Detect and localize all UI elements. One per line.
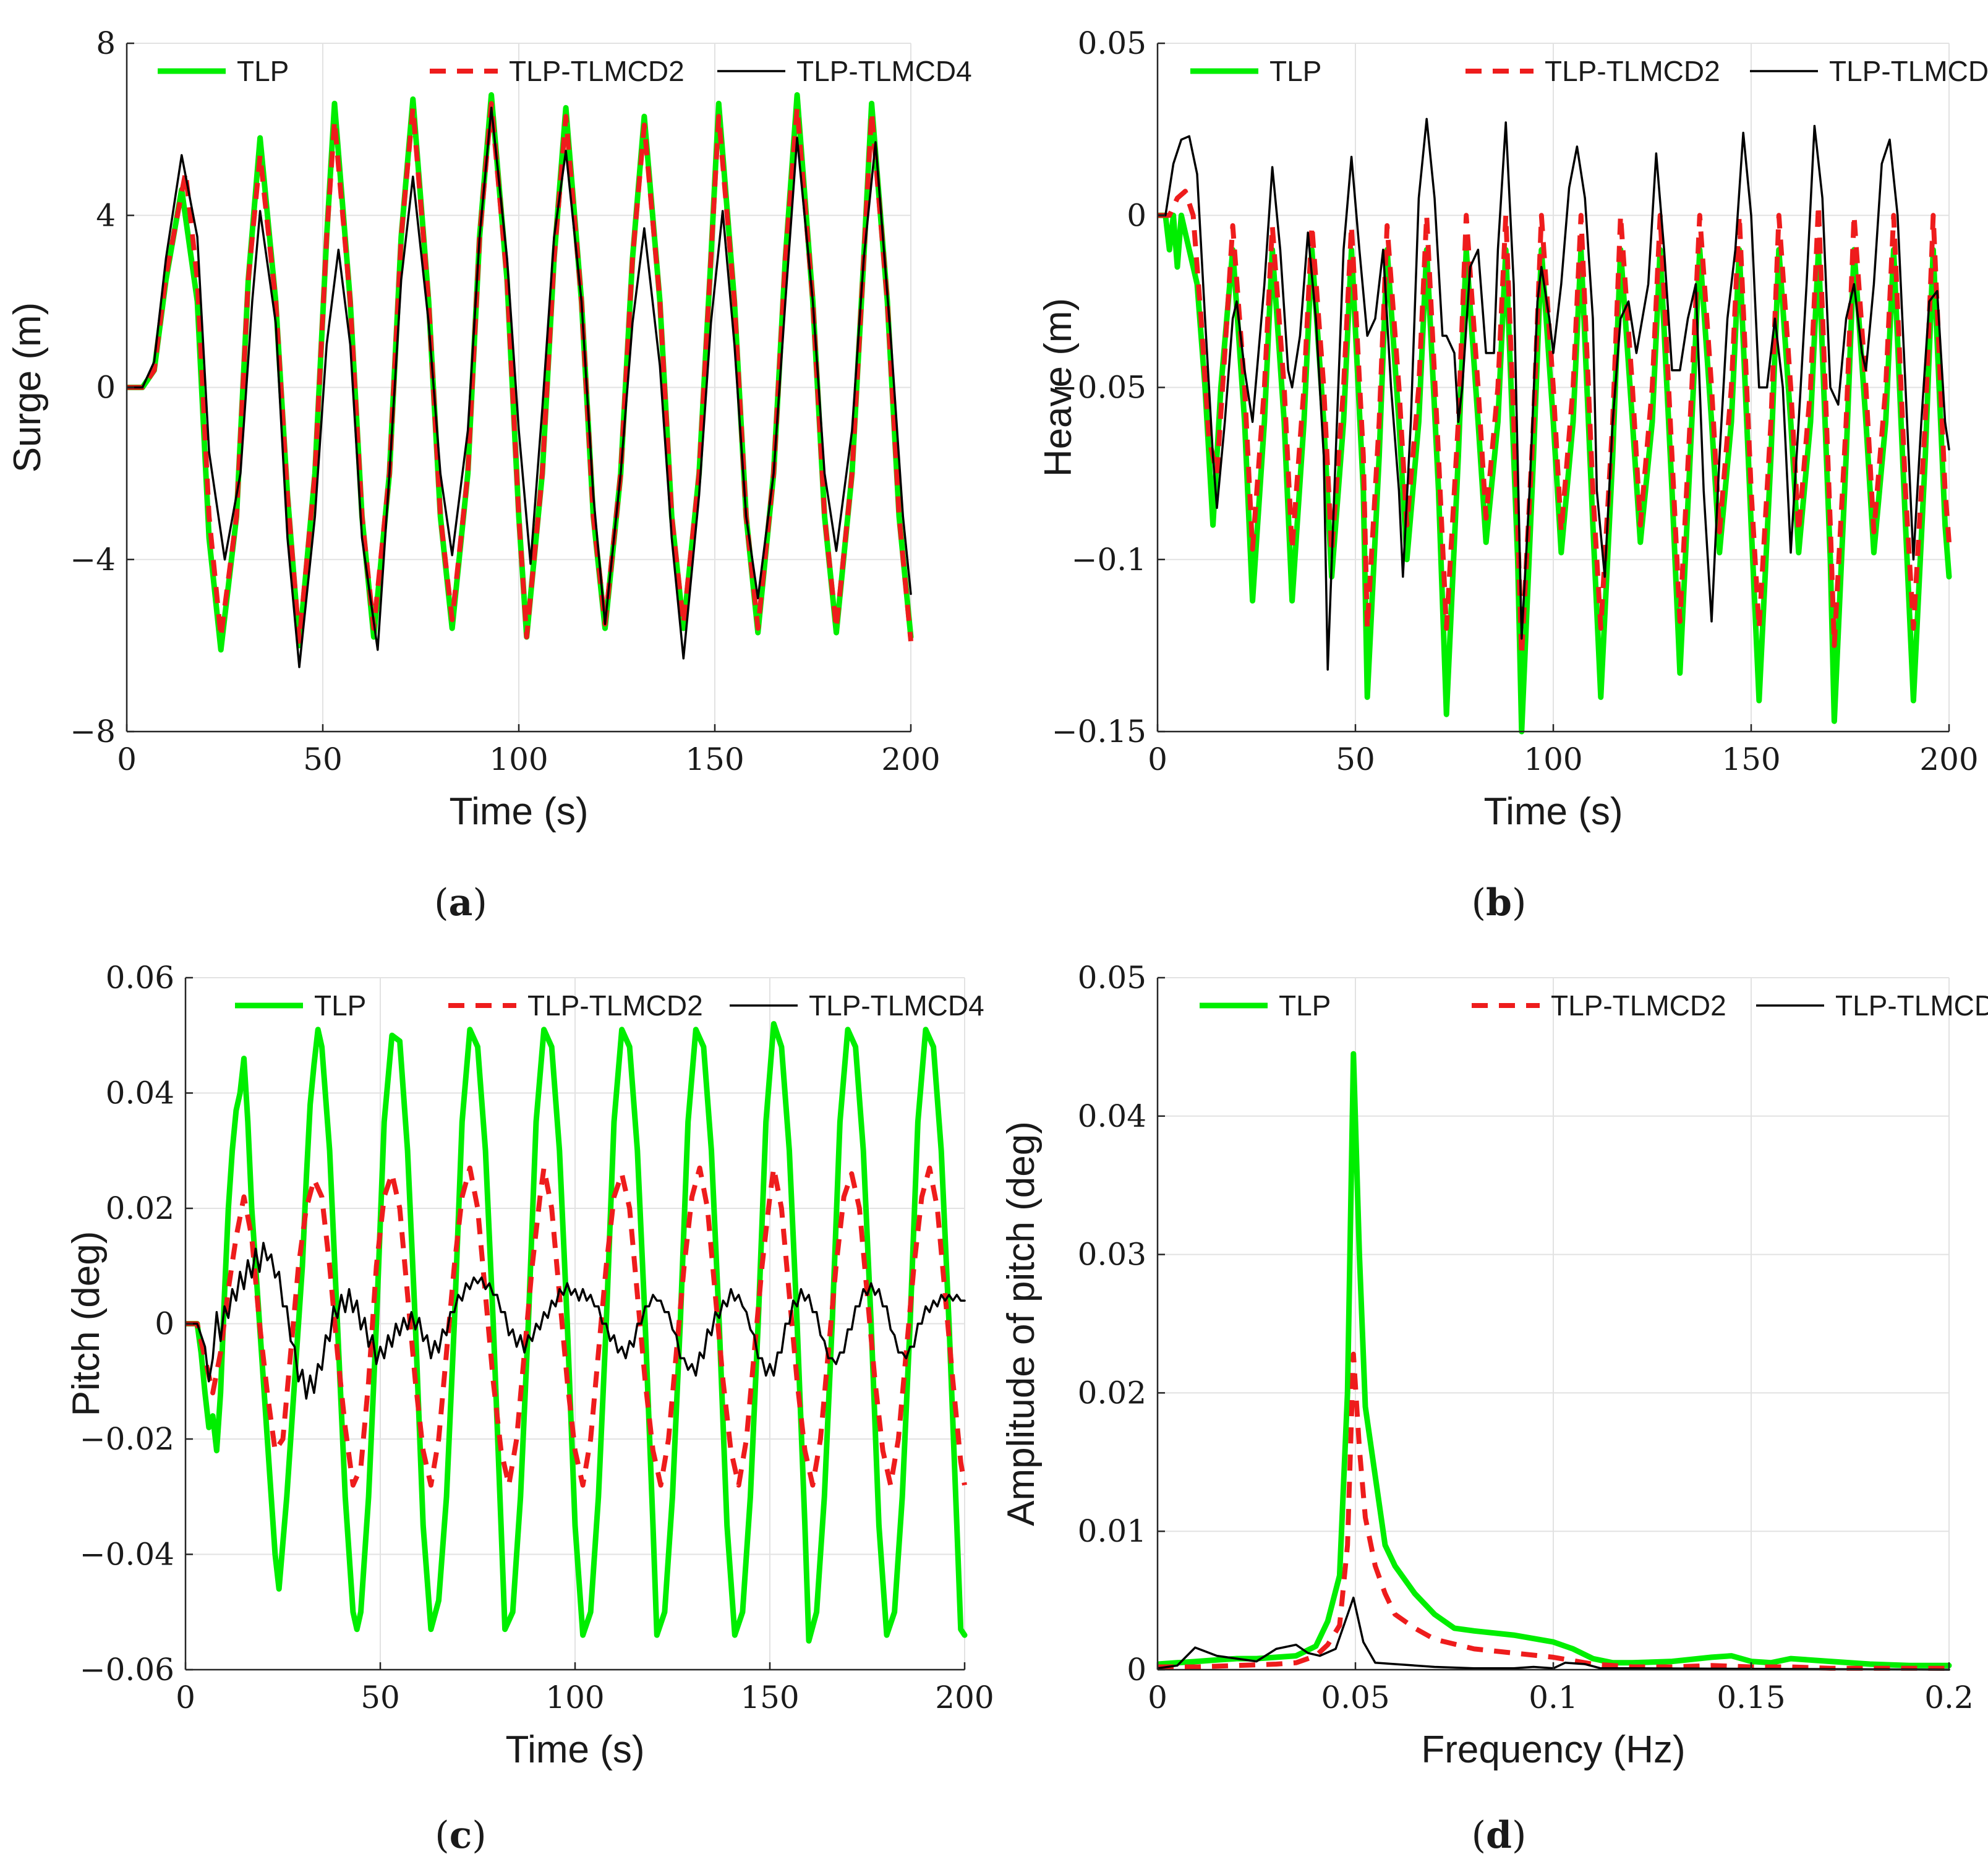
legend-label-tlp: TLP xyxy=(237,55,289,87)
legend-label-tlp-tlmcd2: TLP-TLMCD2 xyxy=(527,989,703,1022)
x-tick-label: 0 xyxy=(117,741,137,777)
x-tick-label: 50 xyxy=(360,1680,400,1715)
y-tick-label: 0.02 xyxy=(106,1190,174,1226)
x-tick-label: 0.05 xyxy=(1321,1680,1389,1715)
y-axis-label: Amplitude of pitch (deg) xyxy=(1000,1121,1043,1526)
y-tick-label: 0 xyxy=(1127,1652,1146,1688)
legend: TLP TLP-TLMCD2 TLP-TLMCD4 xyxy=(1200,989,1988,1022)
series-line-tlp xyxy=(186,1021,968,1644)
x-tick-label: 200 xyxy=(881,741,940,777)
x-tick-label: 100 xyxy=(489,741,548,777)
series-line-tlp-tlmcd2 xyxy=(127,101,913,644)
y-tick-label: 0 xyxy=(155,1306,174,1342)
legend-label-tlp-tlmcd4: TLP-TLMCD4 xyxy=(809,989,984,1022)
caption-letter: d xyxy=(1486,1814,1512,1857)
caption-close-paren: ) xyxy=(1512,1814,1526,1857)
caption-open-paren: ( xyxy=(435,1814,449,1857)
legend: TLP TLP-TLMCD2 TLP-TLMCD4 xyxy=(1190,55,1988,87)
x-tick-label: 0.15 xyxy=(1717,1680,1785,1715)
x-tick-label: 150 xyxy=(740,1680,799,1715)
legend: TLP TLP-TLMCD2 TLP-TLMCD4 xyxy=(158,55,972,87)
caption-letter: b xyxy=(1486,881,1512,925)
legend-label-tlp: TLP xyxy=(1279,989,1331,1022)
panel-caption: (c) xyxy=(435,1814,486,1857)
panel-caption: (b) xyxy=(1472,881,1527,925)
x-tick-label: 50 xyxy=(303,741,343,777)
legend: TLP TLP-TLMCD2 TLP-TLMCD4 xyxy=(235,989,984,1022)
caption-close-paren: ) xyxy=(472,1814,486,1857)
x-tick-label: 100 xyxy=(1524,741,1582,777)
panel-c: 0 50 100 150 200 0.06 0.04 0.02 0 −0.02 −0.04 −0.06… xyxy=(65,960,994,1857)
y-tick-label: −0.04 xyxy=(80,1537,174,1573)
panel-b: 0 50 100 150 200 0.05 0 −0.05 −0.1 −0.15 Time (s) H… xyxy=(1037,25,1988,925)
x-tick-label: 0 xyxy=(1148,1680,1167,1715)
y-tick-label: 0.03 xyxy=(1078,1237,1146,1273)
y-tick-label: −0.05 xyxy=(1052,370,1146,406)
y-tick-label: 0.02 xyxy=(1078,1375,1146,1411)
x-tick-label: 200 xyxy=(935,1680,994,1715)
y-tick-label: 0.04 xyxy=(106,1075,174,1111)
x-tick-label: 0 xyxy=(176,1680,195,1715)
x-tick-label: 0.2 xyxy=(1924,1680,1974,1715)
y-tick-label: 4 xyxy=(96,197,116,233)
caption-close-paren: ) xyxy=(1512,881,1526,925)
y-tick-label: −4 xyxy=(70,542,116,578)
y-tick-label: −8 xyxy=(70,714,116,749)
legend-label-tlp-tlmcd2: TLP-TLMCD2 xyxy=(1551,989,1726,1022)
x-axis-label: Time (s) xyxy=(1484,790,1623,833)
caption-open-paren: ( xyxy=(1472,881,1486,925)
series-line-tlp-tlmcd4 xyxy=(1158,117,1950,671)
legend-label-tlp-tlmcd4: TLP-TLMCD4 xyxy=(1829,55,1988,87)
y-tick-label: −0.1 xyxy=(1072,542,1146,578)
series-line-tlp xyxy=(127,92,914,653)
y-axis-label: Surge (m) xyxy=(6,302,49,473)
panel-d: 0 0.05 0.1 0.15 0.2 0.05 0.04 0.03 0.02 0.01 0 Freq… xyxy=(1000,960,1988,1857)
x-tick-label: 150 xyxy=(1721,741,1780,777)
y-tick-label: −0.06 xyxy=(80,1652,174,1688)
y-tick-label: 0.05 xyxy=(1078,25,1146,61)
y-tick-label: 0 xyxy=(1127,197,1146,233)
x-tick-label: 200 xyxy=(1919,741,1978,777)
x-axis-label: Time (s) xyxy=(450,790,589,833)
x-axis-label: Frequency (Hz) xyxy=(1421,1728,1685,1771)
x-tick-label: 50 xyxy=(1336,741,1375,777)
caption-open-paren: ( xyxy=(434,881,448,925)
legend-label-tlp: TLP xyxy=(1269,55,1321,87)
y-axis-label: Pitch (deg) xyxy=(65,1231,108,1417)
legend-label-tlp: TLP xyxy=(314,989,366,1022)
series-line-tlp-tlmcd4 xyxy=(186,1242,966,1400)
y-tick-label: 0 xyxy=(96,370,116,406)
series-line-tlp xyxy=(1158,1051,1952,1668)
caption-letter: a xyxy=(449,881,473,925)
y-tick-label: 0.01 xyxy=(1078,1513,1146,1549)
legend-label-tlp-tlmcd4: TLP-TLMCD4 xyxy=(1835,989,1988,1022)
panel-caption: (a) xyxy=(434,881,487,925)
series-line-tlp-tlmcd4 xyxy=(127,106,912,668)
y-tick-label: 0.05 xyxy=(1078,960,1146,996)
legend-label-tlp-tlmcd2: TLP-TLMCD2 xyxy=(509,55,685,87)
legend-label-tlp-tlmcd4: TLP-TLMCD4 xyxy=(796,55,972,87)
y-tick-label: 0.06 xyxy=(106,960,174,996)
series-line-tlp-tlmcd4 xyxy=(1158,1596,1950,1671)
x-tick-label: 150 xyxy=(685,741,744,777)
caption-open-paren: ( xyxy=(1472,1814,1486,1857)
y-axis-label: Heave (m) xyxy=(1037,298,1080,477)
y-tick-label: −0.02 xyxy=(80,1421,174,1457)
caption-close-paren: ) xyxy=(472,881,487,925)
series-line-tlp-tlmcd2 xyxy=(1158,1351,1949,1671)
x-tick-label: 0 xyxy=(1148,741,1167,777)
x-tick-label: 0.1 xyxy=(1529,1680,1578,1715)
y-tick-label: −0.15 xyxy=(1052,714,1146,749)
y-tick-label: 0.04 xyxy=(1078,1098,1146,1134)
y-tick-label: 8 xyxy=(96,25,116,61)
series-line-tlp-tlmcd2 xyxy=(186,1165,967,1488)
x-axis-label: Time (s) xyxy=(506,1728,645,1771)
x-tick-label: 100 xyxy=(545,1680,604,1715)
panel-caption: (d) xyxy=(1472,1814,1527,1857)
legend-label-tlp-tlmcd2: TLP-TLMCD2 xyxy=(1545,55,1720,87)
caption-letter: c xyxy=(450,1814,472,1857)
